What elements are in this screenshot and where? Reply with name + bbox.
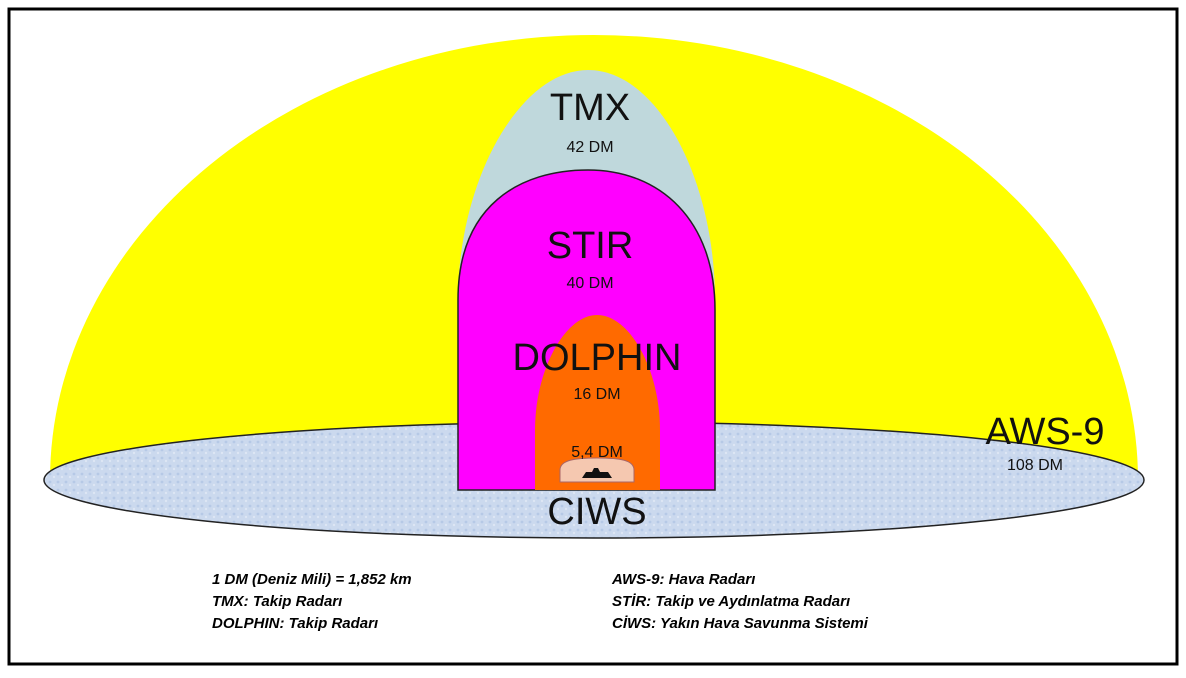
- node-label: DOLPHIN: [513, 337, 682, 379]
- legend-item: TMX: Takip Radarı: [212, 593, 342, 610]
- legend-item: STİR: Takip ve Aydınlatma Radarı: [612, 593, 850, 610]
- node-range: 5,4 DM: [571, 444, 623, 461]
- node-label: STIR: [547, 225, 634, 267]
- node-label: CIWS: [547, 491, 646, 533]
- ship: [582, 468, 612, 478]
- node-range: 42 DM: [566, 139, 613, 156]
- legend-item: 1 DM (Deniz Mili) = 1,852 km: [212, 571, 412, 588]
- node-label: TMX: [550, 87, 630, 129]
- legend-item: CİWS: Yakın Hava Savunma Sistemi: [612, 615, 869, 632]
- legend-item: AWS-9: Hava Radarı: [611, 571, 755, 588]
- node-range: 40 DM: [566, 275, 613, 292]
- node-label: AWS-9: [986, 411, 1105, 453]
- dolphin-coverage: [535, 315, 660, 490]
- legend-item: DOLPHIN: Takip Radarı: [212, 615, 378, 632]
- node-range: 108 DM: [1007, 457, 1063, 474]
- node-range: 16 DM: [573, 386, 620, 403]
